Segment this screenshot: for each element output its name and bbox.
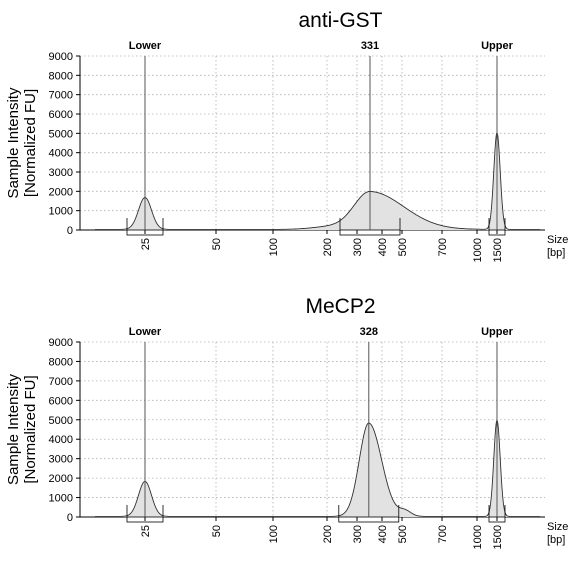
x-tick-label: 700 (437, 525, 449, 543)
y-tick-label: 6000 (49, 109, 73, 121)
y-tick-label: 7000 (49, 376, 73, 388)
x-tick-label: 400 (377, 238, 389, 256)
x-tick-label: 100 (268, 525, 280, 543)
x-tick-label: 1000 (472, 238, 484, 262)
marker-label: 331 (361, 40, 379, 52)
peak-region-box (339, 229, 401, 236)
x-tick-label: 400 (377, 525, 389, 543)
chart-panel-1: anti-GST Sample Intensity[Normalized FU] 0… (5, 9, 568, 262)
y-tick-label: 4000 (49, 148, 73, 160)
y-tick-label: 9000 (49, 51, 73, 63)
y-axis-label: Sample Intensity[Normalized FU] (5, 374, 39, 485)
x-tick-label: 700 (437, 238, 449, 256)
marker-label: 328 (360, 326, 378, 338)
y-tick-label: 5000 (49, 128, 73, 140)
peak-region-box (338, 516, 400, 523)
y-axis-label: Sample Intensity[Normalized FU] (5, 87, 39, 198)
x-tick-label: 500 (397, 525, 409, 543)
y-tick-label: 9000 (49, 337, 73, 349)
x-axis-unit: [bp] (547, 534, 565, 546)
x-tick-label: 25 (140, 238, 152, 250)
y-tick-label: 8000 (49, 70, 73, 82)
y-tick-label: 5000 (49, 415, 73, 427)
x-axis-label: Size (547, 234, 568, 246)
x-tick-label: 1000 (472, 525, 484, 549)
signal-trace (95, 419, 540, 517)
marker-label: Upper (481, 326, 514, 338)
y-tick-label: 7000 (49, 90, 73, 102)
x-tick-label: 1500 (492, 238, 504, 262)
x-axis-label: Size (547, 521, 568, 533)
x-tick-label: 200 (322, 238, 334, 256)
x-tick-label: 500 (397, 238, 409, 256)
x-tick-label: 300 (352, 238, 364, 256)
y-tick-label: 2000 (49, 186, 73, 198)
y-tick-label: 8000 (49, 356, 73, 368)
x-tick-label: 50 (211, 238, 223, 250)
y-tick-label: 3000 (49, 167, 73, 179)
x-tick-label: 25 (140, 525, 152, 537)
x-tick-label: 1500 (492, 525, 504, 549)
signal-area (95, 132, 540, 230)
y-tick-label: 0 (67, 225, 73, 237)
y-tick-label: 4000 (49, 434, 73, 446)
signal-area (95, 420, 540, 517)
chart-title: MeCP2 (305, 295, 375, 318)
marker-label: Upper (481, 40, 514, 52)
x-tick-label: 50 (211, 525, 223, 537)
y-tick-label: 3000 (49, 454, 73, 466)
x-tick-label: 200 (322, 525, 334, 543)
y-tick-label: 1000 (49, 206, 73, 218)
chart-title: anti-GST (298, 9, 382, 32)
signal-trace (95, 131, 540, 230)
y-tick-label: 0 (67, 512, 73, 524)
x-axis-unit: [bp] (547, 247, 565, 259)
marker-label: Lower (129, 40, 162, 52)
x-tick-label: 300 (352, 525, 364, 543)
y-tick-label: 6000 (49, 395, 73, 407)
y-tick-label: 2000 (49, 473, 73, 485)
marker-label: Lower (129, 326, 162, 338)
chart-panel-2: MeCP2 Sample Intensity[Normalized FU] 0 100… (5, 295, 568, 549)
x-tick-label: 100 (268, 238, 280, 256)
y-tick-label: 1000 (49, 493, 73, 505)
